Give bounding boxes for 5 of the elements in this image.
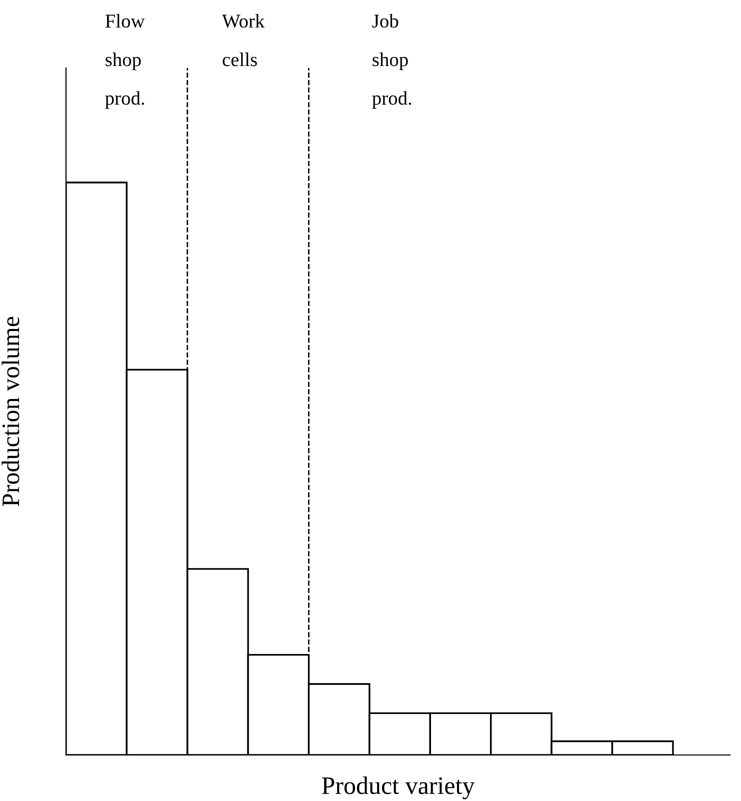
text: Flow shop prod. xyxy=(105,14,145,109)
x-axis-title: Product variety xyxy=(322,776,475,800)
text: Job shop prod. xyxy=(372,14,412,109)
text: Work cells xyxy=(222,14,265,66)
y-axis-title: Production volume xyxy=(2,316,20,506)
